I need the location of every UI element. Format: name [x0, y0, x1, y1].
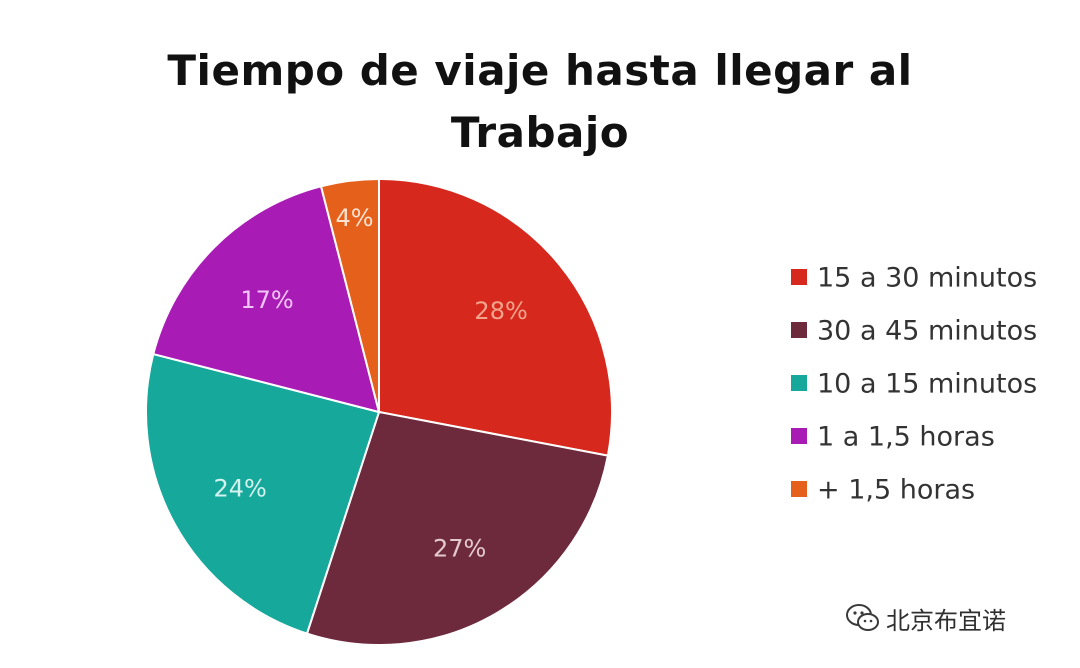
pie-slice-15-a-30-minutos — [378, 177, 613, 457]
legend: 15 a 30 minutos 30 a 45 minutos 10 a 15 mi… — [791, 263, 1037, 506]
pie-slices — [145, 177, 613, 647]
legend-swatch-1-a-1-5-horas — [791, 428, 807, 444]
legend-swatch-10-a-15-minutos — [791, 375, 807, 391]
wechat-icon — [846, 604, 879, 631]
legend-swatch-15-a-30-minutos — [791, 269, 807, 285]
watermark: 北京布宜诺 — [846, 600, 1006, 636]
pie-slice-1-5-horas — [319, 177, 380, 413]
legend-swatch-30-a-45-minutos — [791, 322, 807, 338]
pie-slice-10-a-15-minutos — [145, 352, 381, 635]
legend-label-10-a-15-minutos: 10 a 15 minutos — [817, 369, 1037, 400]
slice-label-15-a-30-minutos: 28% — [474, 297, 527, 325]
slice-label-1-a-1-5-horas: 17% — [240, 286, 293, 314]
slice-label-1-5-horas: 4% — [335, 204, 373, 232]
legend-label-1-a-1-5-horas: 1 a 1,5 horas — [817, 422, 995, 453]
legend-swatch-1-5-horas — [791, 481, 807, 497]
legend-label-15-a-30-minutos: 15 a 30 minutos — [817, 263, 1037, 294]
pie-slice-1-a-1-5-horas — [152, 185, 381, 414]
pie-slice-30-a-45-minutos — [305, 410, 610, 647]
slice-label-10-a-15-minutos: 24% — [214, 474, 267, 502]
slice-label-30-a-45-minutos: 27% — [433, 534, 486, 562]
watermark-text: 北京布宜诺 — [886, 606, 1006, 635]
pie-slice-labels: 28% 27% 24% 17% 4% — [214, 204, 528, 563]
chart-title: Tiempo de viaje hasta llegar al Trabajo — [167, 46, 913, 157]
legend-label-30-a-45-minutos: 30 a 45 minutos — [817, 316, 1037, 347]
legend-label-1-5-horas: + 1,5 horas — [817, 475, 975, 506]
